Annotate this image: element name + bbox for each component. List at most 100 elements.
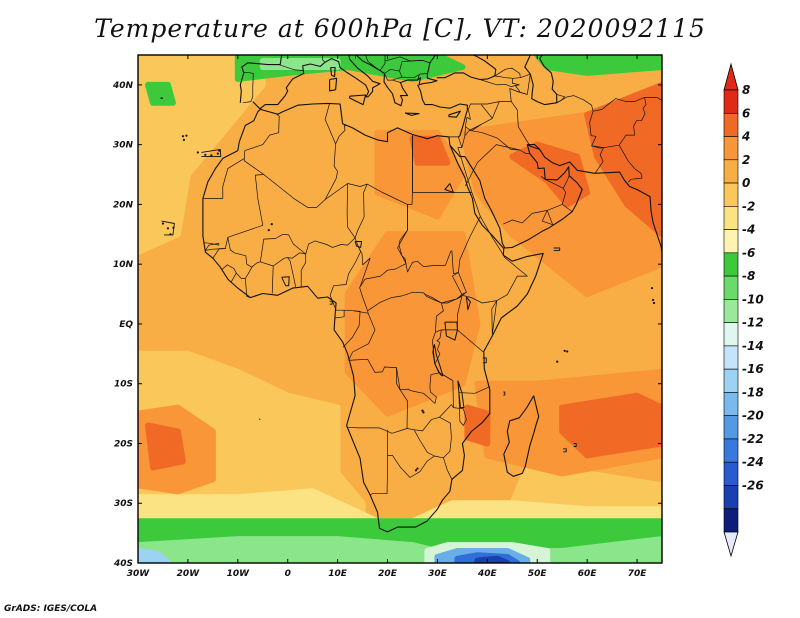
lake-outline (457, 380, 465, 409)
colorbar-level-label: -14 (742, 339, 764, 353)
country-border (456, 296, 484, 353)
country-border (562, 175, 570, 189)
island-outline (503, 395, 540, 477)
colorbar-level-label: 4 (741, 130, 750, 144)
colorbar-level-label: -12 (742, 316, 764, 330)
country-border (618, 145, 643, 183)
lon-tick-label: 30E (428, 569, 448, 579)
island-dot (218, 149, 221, 152)
country-border (354, 183, 371, 288)
country-border (468, 101, 500, 110)
country-border (404, 250, 467, 304)
country-border (322, 55, 326, 63)
island-dot (181, 135, 185, 138)
lon-tick-label: 20W (177, 569, 201, 579)
colorbar-swatch (723, 508, 739, 533)
country-border (460, 386, 490, 394)
colorbar-top-arrow (723, 62, 739, 91)
colorbar-level-label: -16 (742, 362, 764, 376)
country-border (329, 246, 361, 311)
island-dot (421, 409, 424, 412)
island-outline (330, 67, 336, 78)
country-border (434, 329, 442, 365)
lon-tick-label: 40E (477, 569, 498, 579)
island-dot (196, 151, 199, 154)
country-border (644, 97, 662, 101)
country-border (276, 113, 280, 117)
coastline (239, 55, 283, 103)
temperature-contour-region (138, 548, 171, 563)
coastline (202, 102, 544, 533)
country-border (494, 67, 521, 79)
lake-outline (444, 321, 458, 341)
island-dot (267, 229, 270, 232)
country-border (348, 313, 376, 361)
coastline (527, 144, 540, 150)
island-outline (329, 77, 338, 92)
lon-tick-label: 70E (628, 569, 648, 579)
lake-outline (465, 296, 471, 311)
small-island (259, 418, 261, 421)
country-border (511, 101, 531, 146)
lake-outline (432, 344, 444, 377)
lat-tick-label: 20S (114, 439, 133, 449)
country-border (417, 73, 428, 81)
map-frame (137, 54, 663, 564)
country-border (369, 429, 388, 496)
lat-tick-label: 40S (113, 559, 133, 569)
small-island (329, 300, 333, 305)
country-border (260, 107, 262, 110)
lon-tick-label: 10E (328, 569, 348, 579)
island-dot (182, 138, 186, 141)
colorbar-swatch (723, 252, 739, 277)
lat-tick-label: 20N (113, 200, 134, 210)
country-border (387, 416, 452, 478)
lon-tick-label: 20E (378, 569, 398, 579)
island-dot (210, 154, 213, 157)
country-border (422, 60, 431, 64)
lake-outline (281, 276, 290, 287)
country-border (384, 68, 400, 74)
country-border (384, 56, 423, 62)
coastline (436, 55, 497, 81)
colorbar-swatch (723, 112, 739, 137)
coastline (449, 144, 662, 253)
temperature-contour-region (559, 392, 662, 459)
island-dot (652, 301, 656, 305)
lat-tick-label: 10S (114, 380, 133, 390)
colorbar-swatch (723, 485, 739, 510)
country-border (334, 310, 345, 319)
colorbar-swatch (723, 322, 739, 347)
small-island (563, 448, 567, 453)
lon-tick-label: 30W (127, 569, 151, 579)
country-border (335, 125, 346, 145)
country-border (278, 64, 304, 71)
colorbar-swatch (723, 182, 739, 207)
small-island (201, 148, 222, 158)
country-border (221, 264, 237, 274)
country-border (398, 207, 408, 264)
country-border (243, 115, 280, 159)
country-border (465, 109, 471, 127)
island-dot (161, 222, 165, 225)
country-border (439, 372, 453, 381)
colorbar-swatch (723, 299, 739, 323)
country-border (481, 104, 493, 119)
temperature-contour-region (534, 55, 662, 76)
country-border (407, 192, 472, 208)
temperature-contour-region (145, 81, 176, 106)
country-border (517, 91, 528, 95)
lat-tick-label: EQ (119, 320, 133, 330)
country-border (263, 103, 338, 208)
country-border (556, 94, 566, 104)
temperature-field (138, 55, 662, 563)
island-dot (216, 152, 219, 155)
coastline (252, 55, 381, 110)
colorbar-level-label: -26 (742, 479, 764, 493)
lon-tick-label: 50E (528, 569, 548, 579)
country-border (212, 248, 226, 259)
small-island (553, 247, 561, 251)
lat-tick-label: 30N (113, 141, 134, 151)
country-border (406, 373, 454, 432)
